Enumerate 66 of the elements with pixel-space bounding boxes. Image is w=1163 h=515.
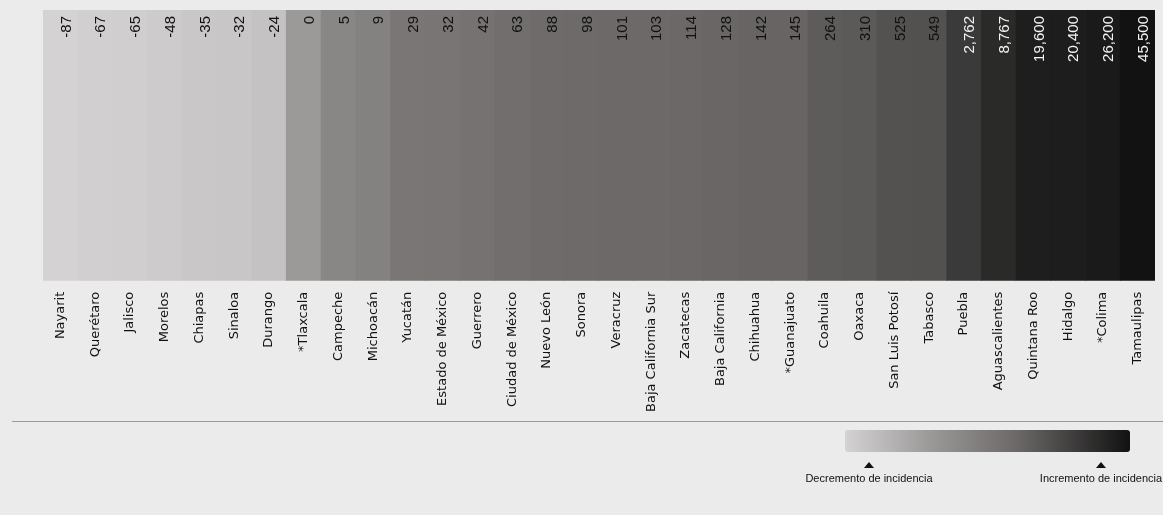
data-label: 8,767 [994, 16, 1012, 54]
data-label: 310 [855, 16, 873, 42]
x-tick-label: Tabasco [920, 291, 936, 345]
data-label: -48 [160, 16, 178, 38]
data-label: -87 [56, 16, 74, 38]
data-label: -65 [126, 16, 144, 38]
text: Decremento de incidencia [804, 472, 934, 485]
x-tick-label: Campeche [329, 291, 345, 362]
x-tick-label: Estado de México [434, 291, 449, 406]
text: Incremento de incidencia [1038, 472, 1163, 485]
x-tick-label: Yucatán [399, 291, 415, 344]
data-label: 42 [473, 16, 491, 33]
data-label: 5 [334, 16, 352, 25]
x-tick-label: Puebla [955, 291, 971, 336]
x-tick-label: Querétaro [86, 291, 102, 358]
x-tick-label: *Colima [1094, 291, 1110, 344]
data-label: 101 [612, 16, 630, 42]
x-tick-label: *Tlaxcala [295, 291, 310, 352]
data-label: 525 [890, 16, 908, 42]
x-tick-label: Coahuila [816, 291, 832, 349]
x-tick-label: Chiapas [190, 291, 206, 344]
x-tick-label: Morelos [156, 291, 171, 343]
data-label: 142 [751, 16, 769, 42]
x-tick-label: Sinaloa [225, 291, 241, 340]
data-label: 20,400 [1064, 16, 1082, 62]
data-label: 29 [404, 16, 422, 33]
x-tick-label: San Luis Potosí [885, 291, 901, 389]
data-label: 98 [577, 16, 595, 33]
x-tick-label: Baja California [712, 291, 727, 387]
x-tick-label: Zacatecas [677, 291, 693, 359]
data-label: 9 [369, 16, 387, 25]
data-label: 2,762 [960, 16, 978, 54]
data-label: 145 [786, 16, 804, 42]
x-tick-label: Aguascalientes [990, 291, 1005, 391]
x-tick-label: Quintana Roo [1024, 291, 1040, 380]
data-label: 63 [508, 16, 526, 33]
data-label: -32 [230, 16, 248, 38]
x-tick-label: Sonora [573, 291, 588, 338]
x-tick-label: Ciudad de México [503, 291, 519, 408]
x-tick-label: Hidalgo [1059, 291, 1075, 342]
data-label: 26,200 [1099, 16, 1117, 62]
data-label: 32 [438, 16, 456, 33]
data-label: 114 [682, 16, 700, 40]
x-tick-label: Nuevo León [538, 291, 554, 369]
x-tick-label: Nayarit [51, 291, 67, 340]
x-tick-label: Oaxaca [851, 291, 866, 341]
data-label: -24 [265, 16, 283, 38]
data-label: 549 [925, 16, 943, 42]
x-tick-label: Chihuahua [746, 291, 762, 362]
data-label: 264 [821, 16, 839, 42]
x-tick-label: Jalisco [121, 291, 137, 334]
x-tick-label: Michoacán [364, 291, 380, 362]
x-tick-label: Baja California Sur [642, 291, 658, 412]
data-label: 88 [543, 16, 561, 33]
x-tick-label: Durango [260, 291, 276, 348]
data-label: 0 [299, 16, 317, 25]
x-tick-label: *Guanajuato [781, 291, 797, 374]
data-label: 45,500 [1133, 16, 1151, 62]
data-label: 128 [716, 16, 734, 42]
data-label: -35 [195, 16, 213, 38]
data-label: -67 [91, 16, 109, 38]
x-tick-label: Tamaulipas [1129, 291, 1144, 366]
x-tick-label: Guerrero [468, 291, 484, 350]
data-label: 103 [647, 16, 665, 42]
data-label: 19,600 [1029, 16, 1047, 62]
x-tick-label: Veracruz [607, 291, 623, 349]
